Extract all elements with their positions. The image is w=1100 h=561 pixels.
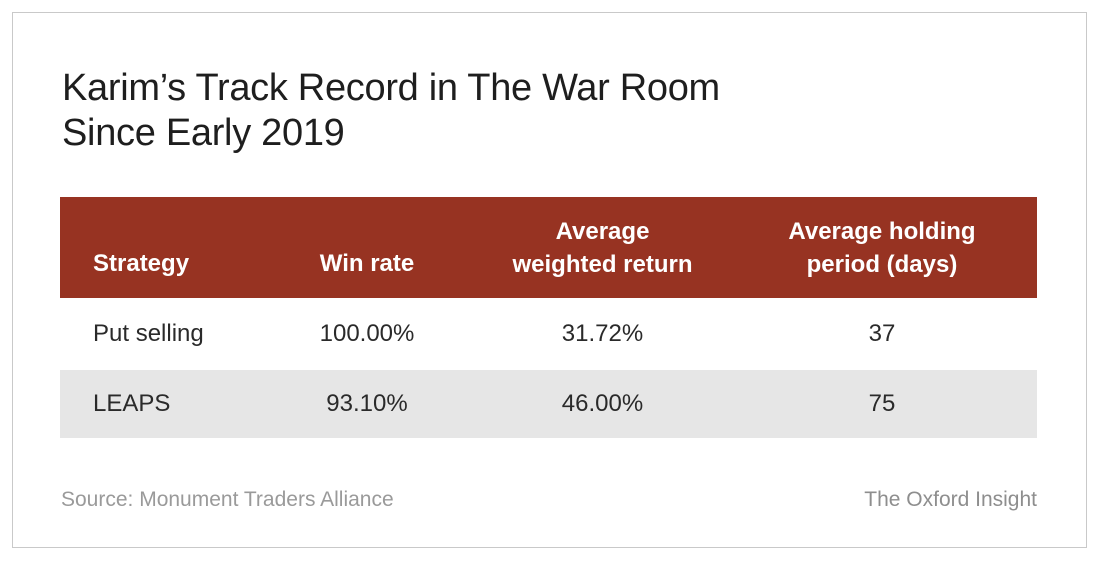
source-note: Source: Monument Traders Alliance [61, 488, 394, 511]
table-header-row: Strategy Win rate Average weighted retur… [60, 197, 1037, 298]
brand-credit: The Oxford Insight [864, 488, 1037, 511]
header-strategy: Strategy [93, 250, 190, 277]
infographic-card [12, 12, 1087, 548]
cell-average-holding-period: 75 [868, 390, 896, 417]
track-record-table: Strategy Win rate Average weighted retur… [60, 197, 1037, 438]
title-line-1: Karim’s Track Record in The War Room [62, 67, 720, 109]
table-row: LEAPS 93.10% 46.00% 75 [60, 370, 1037, 438]
header-win-rate: Win rate [319, 250, 415, 277]
cell-average-weighted-return: 31.72% [561, 320, 644, 347]
table-row: Put selling 100.00% 31.72% 37 [60, 298, 1037, 370]
cell-strategy: Put selling [93, 320, 204, 347]
header-average-weighted-return: Average weighted return [512, 217, 693, 278]
cell-average-holding-period: 37 [868, 320, 896, 347]
cell-average-weighted-return: 46.00% [561, 390, 644, 417]
title-line-2: Since Early 2019 [62, 112, 345, 154]
cell-win-rate: 100.00% [319, 320, 415, 347]
header-average-holding-period: Average holding period (days) [788, 217, 976, 278]
cell-strategy: LEAPS [93, 390, 171, 417]
page-title: Karim’s Track Record in The War Room Sin… [62, 66, 962, 156]
cell-win-rate: 93.10% [326, 390, 408, 417]
